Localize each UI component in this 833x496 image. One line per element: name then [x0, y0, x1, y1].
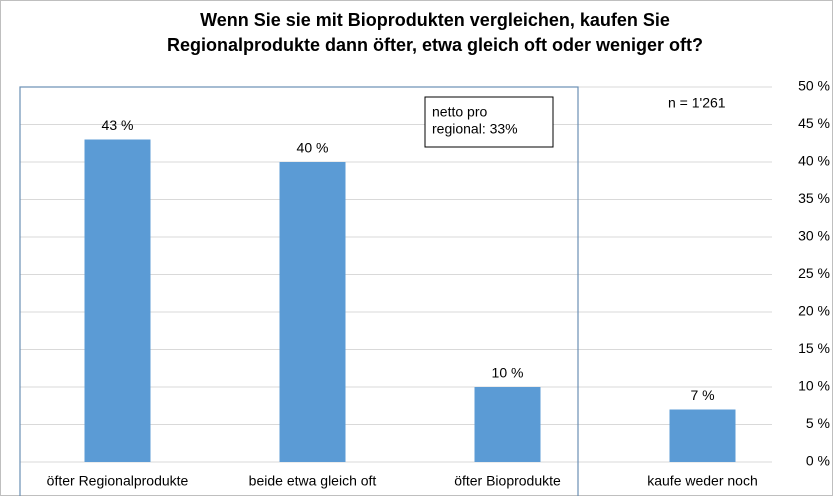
y-tick-label: 10 %: [798, 378, 830, 394]
y-tick-label: 20 %: [798, 303, 830, 319]
bar: [279, 162, 346, 462]
y-tick-label: 15 %: [798, 340, 830, 356]
sample-note: n = 1'261: [668, 95, 726, 111]
y-tick-label: 5 %: [806, 415, 830, 431]
x-tick-label: kaufe weder noch: [647, 473, 758, 489]
y-tick-label: 30 %: [798, 228, 830, 244]
plot-area: 0 % 5 % 10 % 15 % 20 % 25 % 30 % 35 % 40 % 45 % 50…: [20, 78, 830, 489]
y-tick-label: 40 %: [798, 153, 830, 169]
data-label: 10 %: [492, 365, 524, 381]
x-tick-label: beide etwa gleich oft: [249, 473, 377, 489]
data-label: 43 %: [102, 117, 134, 133]
x-tick-label: öfter Regionalprodukte: [47, 473, 189, 489]
bar: [474, 387, 541, 462]
data-label: 7 %: [690, 387, 714, 403]
y-tick-label: 50 %: [798, 78, 830, 94]
data-label: 40 %: [297, 140, 329, 156]
y-tick-label: 25 %: [798, 265, 830, 281]
x-tick-label: öfter Bioprodukte: [454, 473, 561, 489]
bar: [84, 139, 151, 462]
group-frame: [19, 86, 579, 496]
bar: [669, 409, 736, 462]
chart-title: Wenn Sie sie mit Bioprodukten vergleiche…: [200, 10, 670, 30]
y-tick-label: 45 %: [798, 115, 830, 131]
y-tick-label: 35 %: [798, 190, 830, 206]
annotation-text: regional: 33%: [432, 121, 518, 137]
annotation-box: [424, 96, 554, 148]
y-tick-label: 0 %: [806, 453, 830, 469]
chart-title: Regionalprodukte dann öfter, etwa gleich…: [167, 35, 703, 55]
annotation-text: netto pro: [432, 104, 487, 120]
